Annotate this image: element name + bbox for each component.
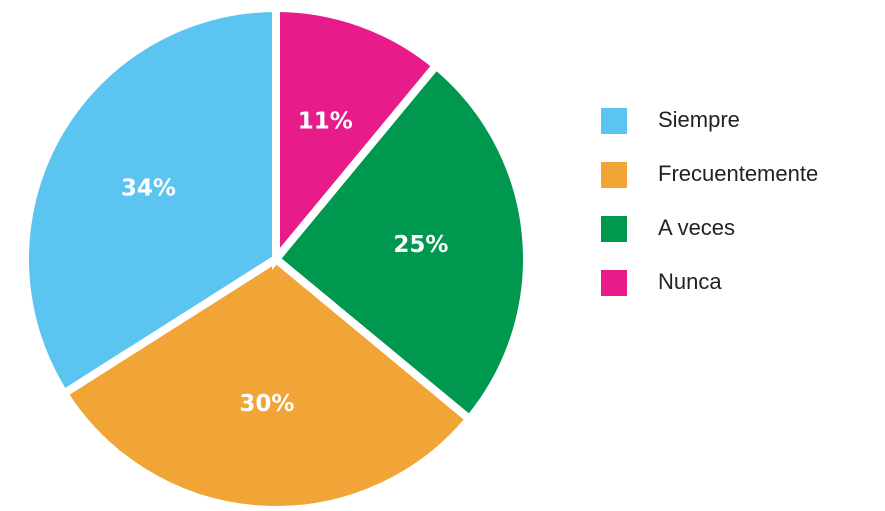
legend-swatch (601, 216, 627, 242)
legend-label: Frecuentemente (658, 161, 818, 186)
legend-swatch (601, 162, 627, 188)
value-label: 34% (121, 175, 176, 201)
legend-swatch (601, 108, 627, 134)
legend-label: Siempre (658, 107, 740, 132)
pie-slice (270, 59, 531, 425)
value-label: 25% (393, 232, 448, 258)
value-label: 11% (298, 109, 353, 135)
value-label: 30% (239, 391, 294, 417)
legend-swatch (601, 270, 627, 296)
legend-label: A veces (658, 215, 735, 240)
pie-slice (272, 3, 442, 271)
legend-label: Nunca (658, 269, 722, 294)
pie-slice (58, 254, 476, 511)
